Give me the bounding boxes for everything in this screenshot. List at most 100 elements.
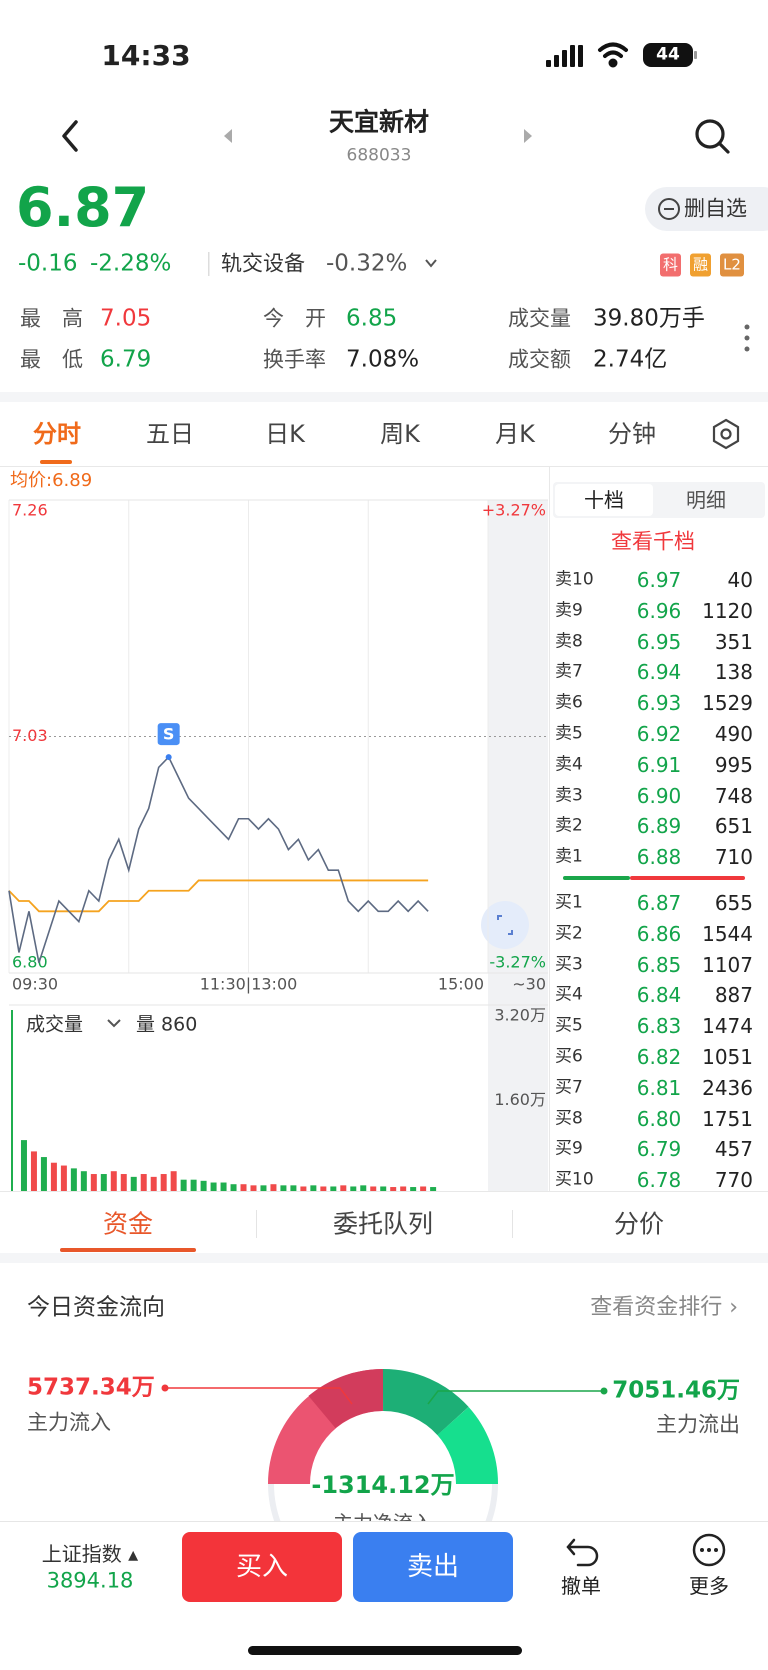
panel-tab[interactable]: 分价 bbox=[613, 1209, 665, 1239]
book-volume: 1474 bbox=[702, 1014, 753, 1039]
book-volume: 651 bbox=[714, 814, 753, 839]
chart-tab[interactable]: 月K bbox=[495, 420, 535, 448]
book-level: 买2 bbox=[555, 923, 583, 944]
cancel-icon[interactable] bbox=[566, 1538, 599, 1567]
watch-button-bg[interactable] bbox=[645, 187, 768, 231]
volume-bar bbox=[180, 1179, 187, 1191]
book-volume: 887 bbox=[714, 983, 753, 1008]
stat-value: 2.74亿 bbox=[593, 346, 668, 373]
book-level: 买9 bbox=[555, 1138, 583, 1159]
book-volume: 351 bbox=[714, 629, 753, 654]
book-divider-sell bbox=[630, 876, 745, 880]
band bbox=[0, 392, 768, 402]
battery-cap bbox=[694, 51, 697, 59]
peak-dot bbox=[165, 754, 172, 761]
book-price: 6.78 bbox=[636, 1168, 682, 1193]
volume-bar bbox=[40, 1157, 47, 1191]
buy-label[interactable]: 买入 bbox=[235, 1552, 289, 1582]
avg-price: 均价:6.89 bbox=[10, 470, 93, 491]
book-level: 买10 bbox=[555, 1169, 594, 1190]
volume-bar bbox=[110, 1171, 117, 1191]
section-title: 今日资金流向 bbox=[27, 1294, 165, 1321]
book-more[interactable]: 查看千档 bbox=[611, 529, 695, 554]
expand-button[interactable] bbox=[481, 901, 529, 949]
book-volume: 457 bbox=[714, 1137, 753, 1162]
chevron[interactable] bbox=[107, 1019, 121, 1028]
volume-bar bbox=[220, 1182, 227, 1191]
signal-label: S bbox=[163, 725, 175, 744]
chart-tab[interactable]: 分时 bbox=[33, 420, 81, 448]
book-level: 卖6 bbox=[555, 692, 583, 713]
home-indicator bbox=[248, 1646, 522, 1655]
book-price: 6.79 bbox=[636, 1137, 682, 1162]
minus-icon bbox=[658, 198, 680, 220]
outflow-leader bbox=[427, 1390, 604, 1405]
price-change-pct: -2.28% bbox=[90, 250, 172, 277]
book-tab[interactable]: 明细 bbox=[686, 488, 726, 512]
book-volume: 490 bbox=[714, 722, 753, 746]
chart-tab[interactable]: 五日 bbox=[146, 420, 194, 448]
inflow-dot bbox=[161, 1384, 169, 1392]
tag: 科 bbox=[660, 253, 682, 277]
sector-name[interactable]: 轨交设备 bbox=[221, 251, 305, 276]
chart-tab[interactable]: 分钟 bbox=[608, 420, 656, 448]
panel-divider bbox=[549, 466, 550, 1191]
buy-button[interactable] bbox=[182, 1532, 342, 1602]
y-tick-label: 6.80 bbox=[12, 953, 48, 972]
sell-label[interactable]: 卖出 bbox=[406, 1552, 460, 1582]
volume-bar bbox=[170, 1171, 177, 1191]
book-volume: 138 bbox=[714, 660, 753, 685]
book-volume: 770 bbox=[714, 1168, 753, 1193]
book-price: 6.82 bbox=[636, 1045, 682, 1069]
volume-bar bbox=[400, 1186, 407, 1191]
volume-selector[interactable]: 成交量 bbox=[26, 1013, 84, 1036]
book-tab-active[interactable] bbox=[555, 484, 653, 516]
sell-button[interactable] bbox=[353, 1532, 513, 1602]
volume-value: 量 860 bbox=[136, 1013, 198, 1036]
more-label[interactable]: 更多 bbox=[689, 1574, 729, 1598]
back-button[interactable] bbox=[62, 120, 78, 152]
outflow-value: 7051.46万 bbox=[612, 1377, 740, 1404]
book-price: 6.94 bbox=[636, 660, 682, 685]
stat-value: 39.80万手 bbox=[593, 305, 705, 332]
book-level: 卖5 bbox=[555, 723, 583, 744]
book-price: 6.97 bbox=[636, 568, 682, 592]
chart-tab[interactable]: 周K bbox=[380, 420, 420, 448]
divider bbox=[208, 252, 210, 276]
rank-link[interactable]: 查看资金排行 › bbox=[590, 1295, 738, 1320]
book-price: 6.92 bbox=[636, 722, 682, 746]
volume-bar bbox=[370, 1186, 377, 1191]
book-price: 6.95 bbox=[636, 629, 682, 654]
book-price: 6.85 bbox=[636, 952, 682, 977]
book-level: 卖4 bbox=[555, 754, 583, 775]
band bbox=[0, 1253, 768, 1263]
settings-icon[interactable] bbox=[712, 418, 740, 450]
book-level: 买8 bbox=[555, 1108, 583, 1129]
price-change: -0.16 bbox=[18, 250, 78, 277]
chart-tab[interactable]: 日K bbox=[265, 420, 305, 448]
divider bbox=[512, 1210, 513, 1238]
book-level: 卖1 bbox=[555, 846, 583, 867]
stat-value: 7.08% bbox=[346, 346, 420, 373]
panel-tab[interactable]: 资金 bbox=[102, 1209, 154, 1239]
book-volume: 1051 bbox=[702, 1045, 753, 1069]
more-icon[interactable] bbox=[692, 1533, 726, 1567]
panel-tab[interactable]: 委托队列 bbox=[332, 1209, 434, 1239]
more-dots[interactable] bbox=[744, 324, 750, 352]
cancel-label[interactable]: 撤单 bbox=[561, 1574, 601, 1598]
book-level: 买6 bbox=[555, 1046, 583, 1067]
stat-value: 6.85 bbox=[346, 305, 398, 332]
fund-donut bbox=[268, 1368, 499, 1599]
book-tab[interactable]: 十档 bbox=[584, 488, 624, 512]
prev-stock[interactable] bbox=[224, 129, 232, 143]
watch-button[interactable]: 删自选 bbox=[684, 196, 747, 221]
next-stock[interactable] bbox=[524, 129, 532, 143]
book-level: 买7 bbox=[555, 1077, 583, 1098]
search-button[interactable] bbox=[695, 119, 730, 154]
volume-bar bbox=[240, 1184, 247, 1191]
book-volume: 1751 bbox=[702, 1106, 753, 1131]
y2-tick-label: +3.27% bbox=[482, 501, 546, 520]
volume-bar bbox=[80, 1171, 87, 1191]
